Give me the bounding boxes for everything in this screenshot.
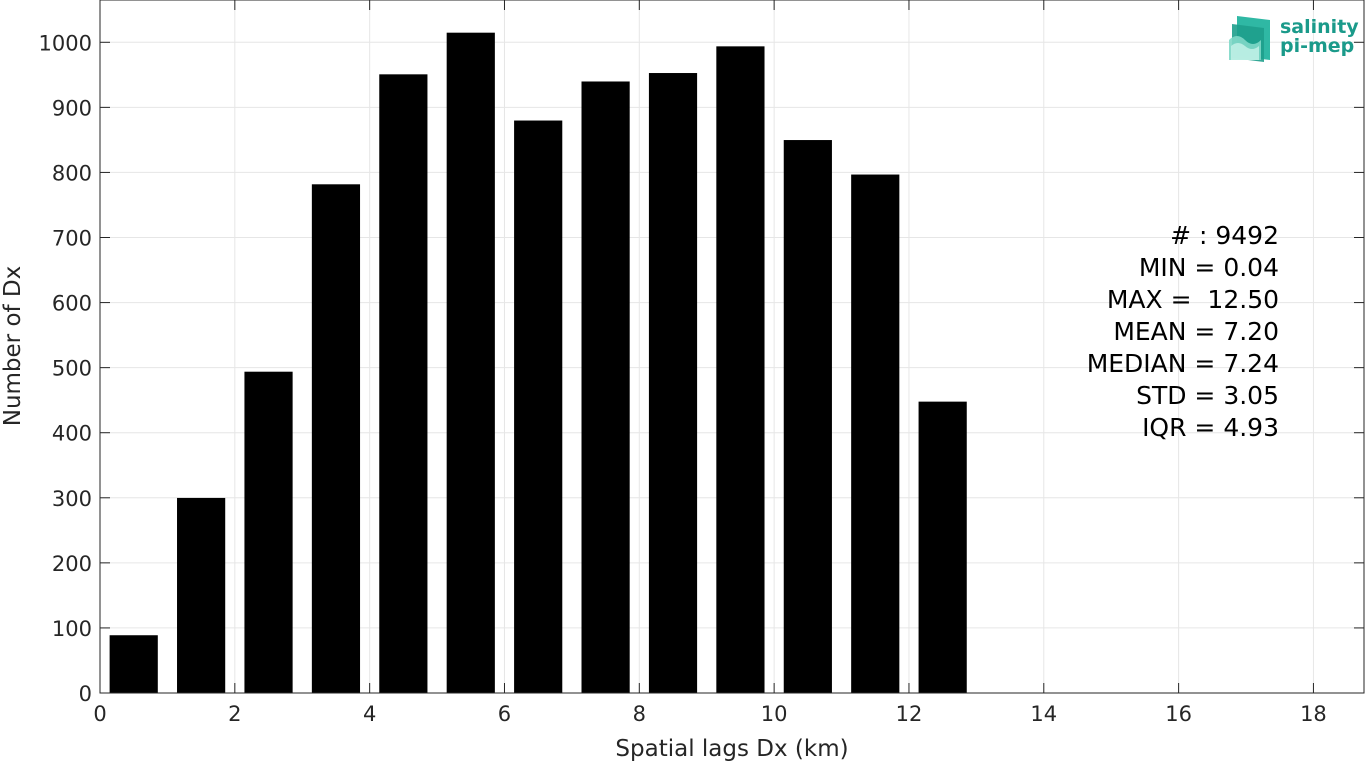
bar-12: [918, 401, 967, 694]
bar-11: [851, 174, 900, 694]
y-tick-label: 1000: [39, 31, 92, 55]
x-tick-labels: 0 2 4 6 8 10 12 14 16 18: [93, 702, 1326, 726]
x-tick-label: 2: [228, 702, 241, 726]
x-tick-label: 18: [1300, 702, 1327, 726]
y-tick-label: 500: [52, 357, 92, 381]
bar-4: [379, 74, 428, 694]
stats-line-2: MAX = 12.50: [1107, 285, 1279, 314]
bar-1: [177, 497, 226, 694]
y-tick-label: 800: [52, 161, 92, 185]
y-tick-label: 400: [52, 422, 92, 446]
y-tick-label: 100: [52, 617, 92, 641]
logo-text-salinity: salinity: [1280, 16, 1359, 38]
stats-line-6: IQR = 4.93: [1142, 413, 1279, 442]
logo-text-pi-mep: pi-mep: [1280, 35, 1354, 57]
x-tick-label: 10: [761, 702, 788, 726]
salinity-pimep-logo: salinity pi-mep: [1229, 16, 1359, 62]
stats-box: # : 9492 MIN = 0.04 MAX = 12.50 MEAN = 7.20…: [1087, 221, 1279, 442]
y-tick-label: 700: [52, 227, 92, 251]
y-tick-labels: 0 100 200 300 400 500 600 700 800 900 1000: [39, 31, 92, 706]
bar-9: [716, 46, 765, 694]
plot-area-border: [99, 0, 1365, 694]
x-tick-label: 4: [363, 702, 376, 726]
stats-line-1: MIN = 0.04: [1139, 253, 1279, 282]
x-tick-label: 6: [498, 702, 511, 726]
wave-logo-icon: [1229, 16, 1270, 62]
bar-5: [446, 32, 495, 694]
y-tick-label: 900: [52, 96, 92, 120]
bar-2: [244, 371, 293, 694]
bar-6: [514, 120, 563, 694]
stats-line-4: MEDIAN = 7.24: [1087, 349, 1279, 378]
y-tick-label: 200: [52, 552, 92, 576]
x-tick-label: 0: [93, 702, 106, 726]
y-tick-label: 0: [79, 682, 92, 706]
y-tick-label: 600: [52, 292, 92, 316]
axis-ticks: [99, 0, 1364, 694]
y-tick-label: 300: [52, 487, 92, 511]
x-tick-label: 12: [896, 702, 923, 726]
bar-8: [648, 73, 698, 694]
stats-line-5: STD = 3.05: [1136, 381, 1279, 410]
bar-3: [311, 184, 361, 694]
bar-0: [109, 635, 158, 694]
stats-line-3: MEAN = 7.20: [1113, 317, 1279, 346]
stats-line-0: # : 9492: [1170, 221, 1279, 250]
y-axis-label: Number of Dx: [0, 266, 26, 427]
x-tick-label: 8: [633, 702, 646, 726]
bar-7: [581, 81, 630, 694]
bar-10: [783, 140, 832, 694]
bars: [109, 32, 967, 694]
x-axis-label: Spatial lags Dx (km): [615, 736, 848, 762]
x-tick-label: 16: [1165, 702, 1192, 726]
x-tick-label: 14: [1030, 702, 1057, 726]
